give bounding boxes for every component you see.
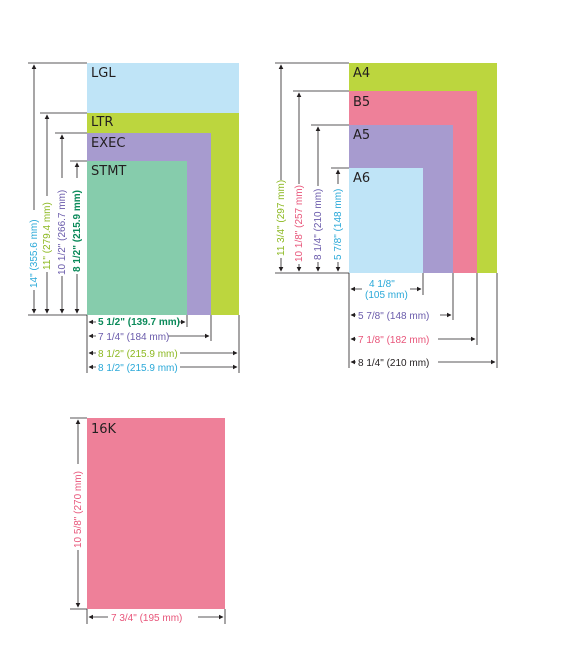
label-a5: A5 (353, 128, 371, 143)
label-a4: A4 (353, 66, 371, 81)
dim-a4-height: 11 3/4" (297 mm) (276, 180, 287, 256)
label-stmt: STMT (91, 164, 127, 179)
dim-exec-width: 7 1/4" (184 mm) (98, 332, 169, 343)
dim-lgl-width: 8 1/2" (215.9 mm) (98, 363, 178, 374)
label-a6: A6 (353, 171, 371, 186)
dim-a6-height: 5 7/8" (148 mm) (333, 189, 344, 260)
label-16k: 16K (91, 422, 117, 437)
dim-ltr-height: 11" (279.4 mm) (42, 202, 53, 270)
dim-exec-height: 10 1/2" (266.7 mm) (57, 190, 68, 275)
dim-a6-width-line2: (105 mm) (365, 290, 408, 301)
dim-a5-height: 8 1/4" (210 mm) (313, 189, 324, 260)
dim-ltr-width: 8 1/2" (215.9 mm) (98, 349, 178, 360)
dim-a4-width: 8 1/4" (210 mm) (358, 358, 429, 369)
paper-16k (87, 418, 225, 609)
label-exec: EXEC (91, 136, 126, 151)
dim-b5-width: 7 1/8" (182 mm) (358, 335, 429, 346)
dim-a5-width: 5 7/8" (148 mm) (358, 311, 429, 322)
label-b5: B5 (353, 95, 371, 110)
dim-16k-height: 10 5/8" (270 mm) (73, 471, 84, 548)
dim-lgl-height: 14" (355.6 mm) (29, 219, 40, 288)
paper-a6 (349, 168, 423, 273)
dim-stmt-height: 8 1/2" (215.9 mm) (72, 190, 83, 272)
label-lgl: LGL (91, 66, 116, 81)
label-ltr: LTR (91, 115, 114, 130)
dim-b5-height: 10 1/8" (257 mm) (294, 185, 305, 262)
paper-stmt (87, 161, 187, 315)
dim-stmt-width: 5 1/2" (139.7 mm) (98, 317, 180, 328)
dim-16k-width: 7 3/4" (195 mm) (111, 613, 182, 624)
dim-a6-width-line1: 4 1/8" (369, 279, 395, 290)
